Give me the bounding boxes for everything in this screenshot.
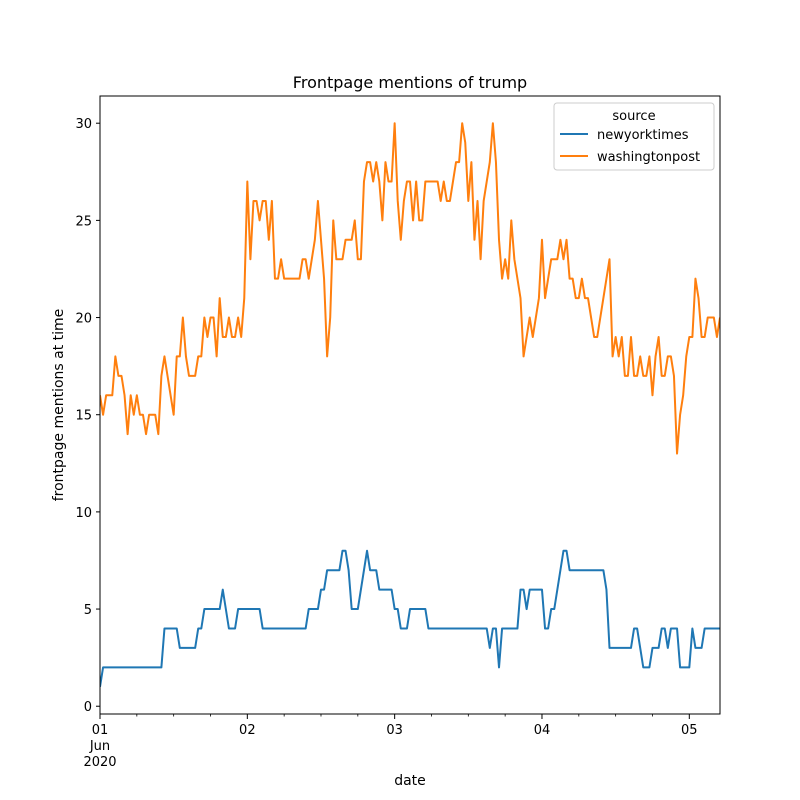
y-tick-label: 25 <box>75 214 92 229</box>
axes-frame <box>99 95 721 715</box>
x-tick-label: 03 <box>386 723 403 738</box>
x-axis-label: date <box>394 773 426 789</box>
legend: source newyorktimes washingtonpost <box>553 102 715 171</box>
legend-title: source <box>612 109 655 124</box>
x-tick-label: 05 <box>681 723 698 738</box>
x-tick-label: 01 <box>92 723 109 738</box>
legend-entries: newyorktimes washingtonpost <box>560 128 700 165</box>
chart-title: Frontpage mentions of trump <box>293 73 527 92</box>
y-tick-label: 5 <box>84 603 92 618</box>
y-axis-label: frontpage mentions at time <box>51 309 67 502</box>
y-tick-label: 30 <box>75 117 92 132</box>
y-tick-label: 15 <box>75 409 92 424</box>
series-layer <box>100 122 720 687</box>
legend-label-newyorktimes: newyorktimes <box>597 128 689 143</box>
y-axis: 0 5 10 15 20 25 30 <box>75 117 100 715</box>
y-tick-label: 0 <box>84 700 92 715</box>
x-tick-label: 02 <box>239 723 256 738</box>
y-tick-label: 20 <box>75 312 92 327</box>
legend-box <box>553 102 715 171</box>
x-tick-sublabel: 2020 <box>83 755 116 770</box>
x-tick-label: 04 <box>534 723 551 738</box>
plot-area <box>99 95 721 715</box>
series-line-newyorktimes <box>100 549 720 687</box>
y-tick-label: 10 <box>75 506 92 521</box>
legend-label-washingtonpost: washingtonpost <box>597 150 700 165</box>
series-line-washingtonpost <box>100 122 720 455</box>
x-tick-sublabel: Jun <box>89 739 110 754</box>
